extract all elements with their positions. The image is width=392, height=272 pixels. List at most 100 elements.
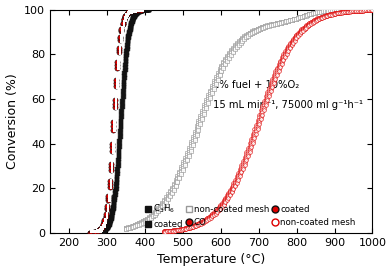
Point <box>367 7 374 12</box>
Point <box>147 215 154 220</box>
Point <box>103 227 109 231</box>
Point <box>93 230 100 235</box>
Point <box>108 216 114 220</box>
Point <box>135 8 142 12</box>
Point <box>356 7 362 12</box>
Point <box>345 8 351 12</box>
Point <box>214 72 221 77</box>
Point <box>203 218 209 222</box>
Point <box>243 152 249 157</box>
Point <box>253 127 259 131</box>
Point <box>135 8 142 12</box>
Point <box>121 82 127 86</box>
Point <box>250 138 256 143</box>
Point <box>129 225 135 229</box>
Point <box>355 8 361 13</box>
Point <box>134 11 140 15</box>
Point <box>290 38 296 42</box>
Point <box>107 218 113 223</box>
Point <box>325 8 332 13</box>
Point <box>122 68 129 72</box>
Point <box>145 8 151 12</box>
Point <box>230 181 236 186</box>
Point <box>126 10 132 14</box>
Point <box>264 23 270 28</box>
Point <box>95 230 102 235</box>
Point <box>102 228 108 232</box>
Point <box>167 190 173 194</box>
Point <box>250 141 256 145</box>
Point <box>101 220 107 224</box>
Point <box>180 226 186 231</box>
Point <box>214 74 221 78</box>
Point <box>297 15 303 20</box>
Point <box>172 184 179 188</box>
Point <box>177 227 183 232</box>
Point <box>165 229 172 233</box>
Point <box>105 225 111 229</box>
Point <box>204 216 211 220</box>
Point <box>116 153 122 157</box>
Point <box>335 11 341 15</box>
Point <box>313 17 319 21</box>
Point <box>106 222 112 227</box>
Point <box>145 8 152 12</box>
Point <box>302 13 309 18</box>
Point <box>134 8 140 12</box>
Point <box>180 227 186 231</box>
Point <box>130 8 136 12</box>
Point <box>356 8 363 13</box>
Point <box>153 211 160 215</box>
Point <box>167 189 173 193</box>
Point <box>343 8 349 12</box>
Point <box>104 207 110 212</box>
Point <box>182 159 188 164</box>
Point <box>121 17 127 21</box>
Point <box>301 27 308 31</box>
Point <box>321 9 328 13</box>
Point <box>276 69 282 73</box>
Point <box>280 56 287 61</box>
Point <box>237 171 243 175</box>
Point <box>171 228 177 233</box>
Point <box>313 17 319 22</box>
Point <box>279 55 285 59</box>
Point <box>121 18 127 22</box>
Point <box>118 113 125 117</box>
Point <box>104 225 111 229</box>
Point <box>345 10 351 14</box>
Point <box>234 178 240 182</box>
Point <box>120 101 126 105</box>
Point <box>295 16 301 20</box>
Point <box>283 52 290 56</box>
Point <box>281 20 288 24</box>
Point <box>353 9 359 13</box>
Point <box>176 175 183 179</box>
Point <box>256 27 263 31</box>
Point <box>321 9 328 13</box>
Point <box>125 38 131 42</box>
Point <box>129 225 135 230</box>
Point <box>101 229 107 233</box>
Point <box>264 24 270 29</box>
Point <box>319 9 326 13</box>
Point <box>348 9 354 14</box>
Point <box>203 217 209 221</box>
Point <box>260 106 266 110</box>
Point <box>100 229 106 233</box>
Point <box>329 12 335 16</box>
Point <box>113 84 119 88</box>
Point <box>348 9 354 13</box>
Point <box>264 24 270 28</box>
Point <box>369 7 376 12</box>
Point <box>214 208 220 212</box>
Point <box>224 194 230 199</box>
Point <box>211 212 217 217</box>
Point <box>132 223 138 227</box>
Point <box>92 230 98 234</box>
Point <box>194 223 201 227</box>
Point <box>243 33 249 37</box>
Point <box>350 9 356 13</box>
Point <box>144 218 150 222</box>
Point <box>269 77 275 81</box>
